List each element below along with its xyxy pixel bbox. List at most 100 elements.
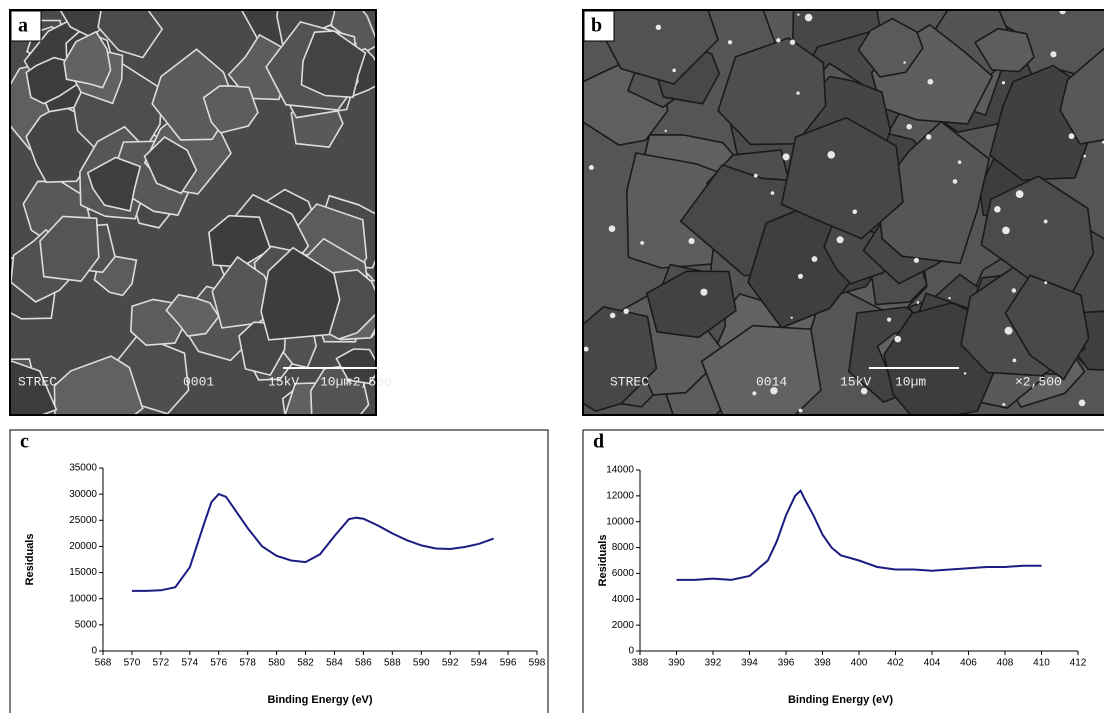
grain — [973, 27, 1035, 73]
particle — [927, 78, 934, 85]
particle — [804, 13, 813, 22]
sem-overlay-text: STREC — [610, 374, 649, 389]
particle — [916, 301, 920, 304]
panel-label: b — [591, 15, 602, 37]
particle — [886, 317, 892, 322]
grain — [165, 293, 220, 337]
x-tick-label: 404 — [924, 658, 941, 669]
x-tick-label: 410 — [1033, 658, 1050, 669]
particle — [584, 346, 589, 352]
particle — [903, 61, 906, 64]
grain — [86, 156, 142, 212]
particle — [790, 316, 793, 319]
x-axis-title: Binding Energy (eV) — [267, 694, 372, 706]
particle — [1078, 399, 1086, 407]
y-tick-label: 30000 — [69, 489, 97, 500]
y-tick-label: 0 — [628, 646, 634, 657]
sem-overlay-text: ×2,500 — [1015, 374, 1062, 389]
grain — [143, 136, 198, 195]
particle — [688, 237, 695, 245]
grain — [53, 355, 144, 414]
sem-overlay-text: 0001 — [183, 374, 214, 389]
particle — [727, 40, 733, 45]
x-tick-label: 394 — [741, 658, 758, 669]
particle — [1068, 133, 1075, 140]
label-box — [583, 10, 615, 42]
panel-label: d — [593, 431, 604, 453]
particle — [1050, 51, 1057, 58]
grain — [780, 116, 904, 240]
particle — [913, 257, 919, 263]
x-tick-label: 392 — [705, 658, 722, 669]
grain — [39, 215, 100, 283]
particle — [608, 225, 616, 233]
x-tick-label: 596 — [500, 658, 517, 669]
x-tick-label: 576 — [210, 658, 227, 669]
x-tick-label: 594 — [471, 658, 488, 669]
x-tick-label: 578 — [239, 658, 256, 669]
particle — [1011, 288, 1017, 293]
particle — [789, 39, 796, 45]
x-tick-label: 592 — [442, 658, 459, 669]
particle — [664, 129, 667, 133]
sem-image-b — [584, 11, 1104, 414]
sem-overlay-text: STREC — [18, 374, 57, 389]
y-axis-title: Residuals — [597, 535, 609, 587]
panel-frame — [9, 429, 549, 713]
sem-overlay-text: 10µm — [895, 374, 926, 389]
x-axis-title: Binding Energy (eV) — [788, 694, 893, 706]
x-tick-label: 586 — [355, 658, 372, 669]
y-tick-label: 15000 — [69, 567, 97, 578]
x-tick-label: 412 — [1070, 658, 1087, 669]
y-tick-label: 12000 — [606, 490, 634, 501]
particle — [770, 387, 778, 395]
particle — [588, 164, 594, 170]
y-tick-label: 35000 — [69, 463, 97, 474]
grain — [584, 306, 658, 413]
particle — [782, 153, 790, 161]
particle — [655, 24, 662, 31]
y-tick-label: 2000 — [612, 620, 635, 631]
y-tick-label: 10000 — [606, 516, 634, 527]
particle — [776, 38, 781, 43]
particle — [796, 91, 800, 95]
x-tick-label: 398 — [814, 658, 831, 669]
particle — [1002, 403, 1006, 407]
x-tick-label: 584 — [326, 658, 343, 669]
panel-label: a — [18, 15, 28, 37]
label-box — [10, 10, 42, 42]
sem-overlay-text: 0014 — [756, 374, 787, 389]
y-tick-label: 10000 — [69, 593, 97, 604]
y-tick-label: 20000 — [69, 541, 97, 552]
particle — [994, 205, 1001, 213]
data-line — [676, 489, 1042, 581]
particle — [957, 160, 962, 164]
particle — [1044, 281, 1048, 285]
panel-label: c — [20, 431, 29, 453]
grain — [335, 348, 375, 385]
grain — [11, 360, 58, 414]
x-tick-label: 580 — [268, 658, 285, 669]
particle — [1083, 154, 1087, 158]
sem-overlay-text: 15kV — [840, 374, 871, 389]
particle — [1015, 190, 1024, 199]
x-tick-label: 598 — [529, 658, 546, 669]
particle — [797, 273, 804, 279]
particle — [1001, 81, 1006, 85]
x-tick-label: 590 — [413, 658, 430, 669]
grain — [1004, 274, 1090, 381]
y-tick-label: 5000 — [75, 619, 98, 630]
y-tick-label: 6000 — [612, 568, 635, 579]
particle — [827, 151, 836, 159]
panel-frame — [9, 9, 377, 416]
x-tick-label: 402 — [887, 658, 904, 669]
sem-image-a — [11, 11, 375, 414]
x-tick-label: 574 — [181, 658, 198, 669]
particle — [640, 240, 645, 245]
grain — [700, 324, 822, 414]
particle — [906, 123, 912, 130]
x-tick-label: 572 — [153, 658, 170, 669]
particle — [925, 134, 932, 140]
grain — [97, 11, 164, 59]
x-tick-label: 588 — [384, 658, 401, 669]
